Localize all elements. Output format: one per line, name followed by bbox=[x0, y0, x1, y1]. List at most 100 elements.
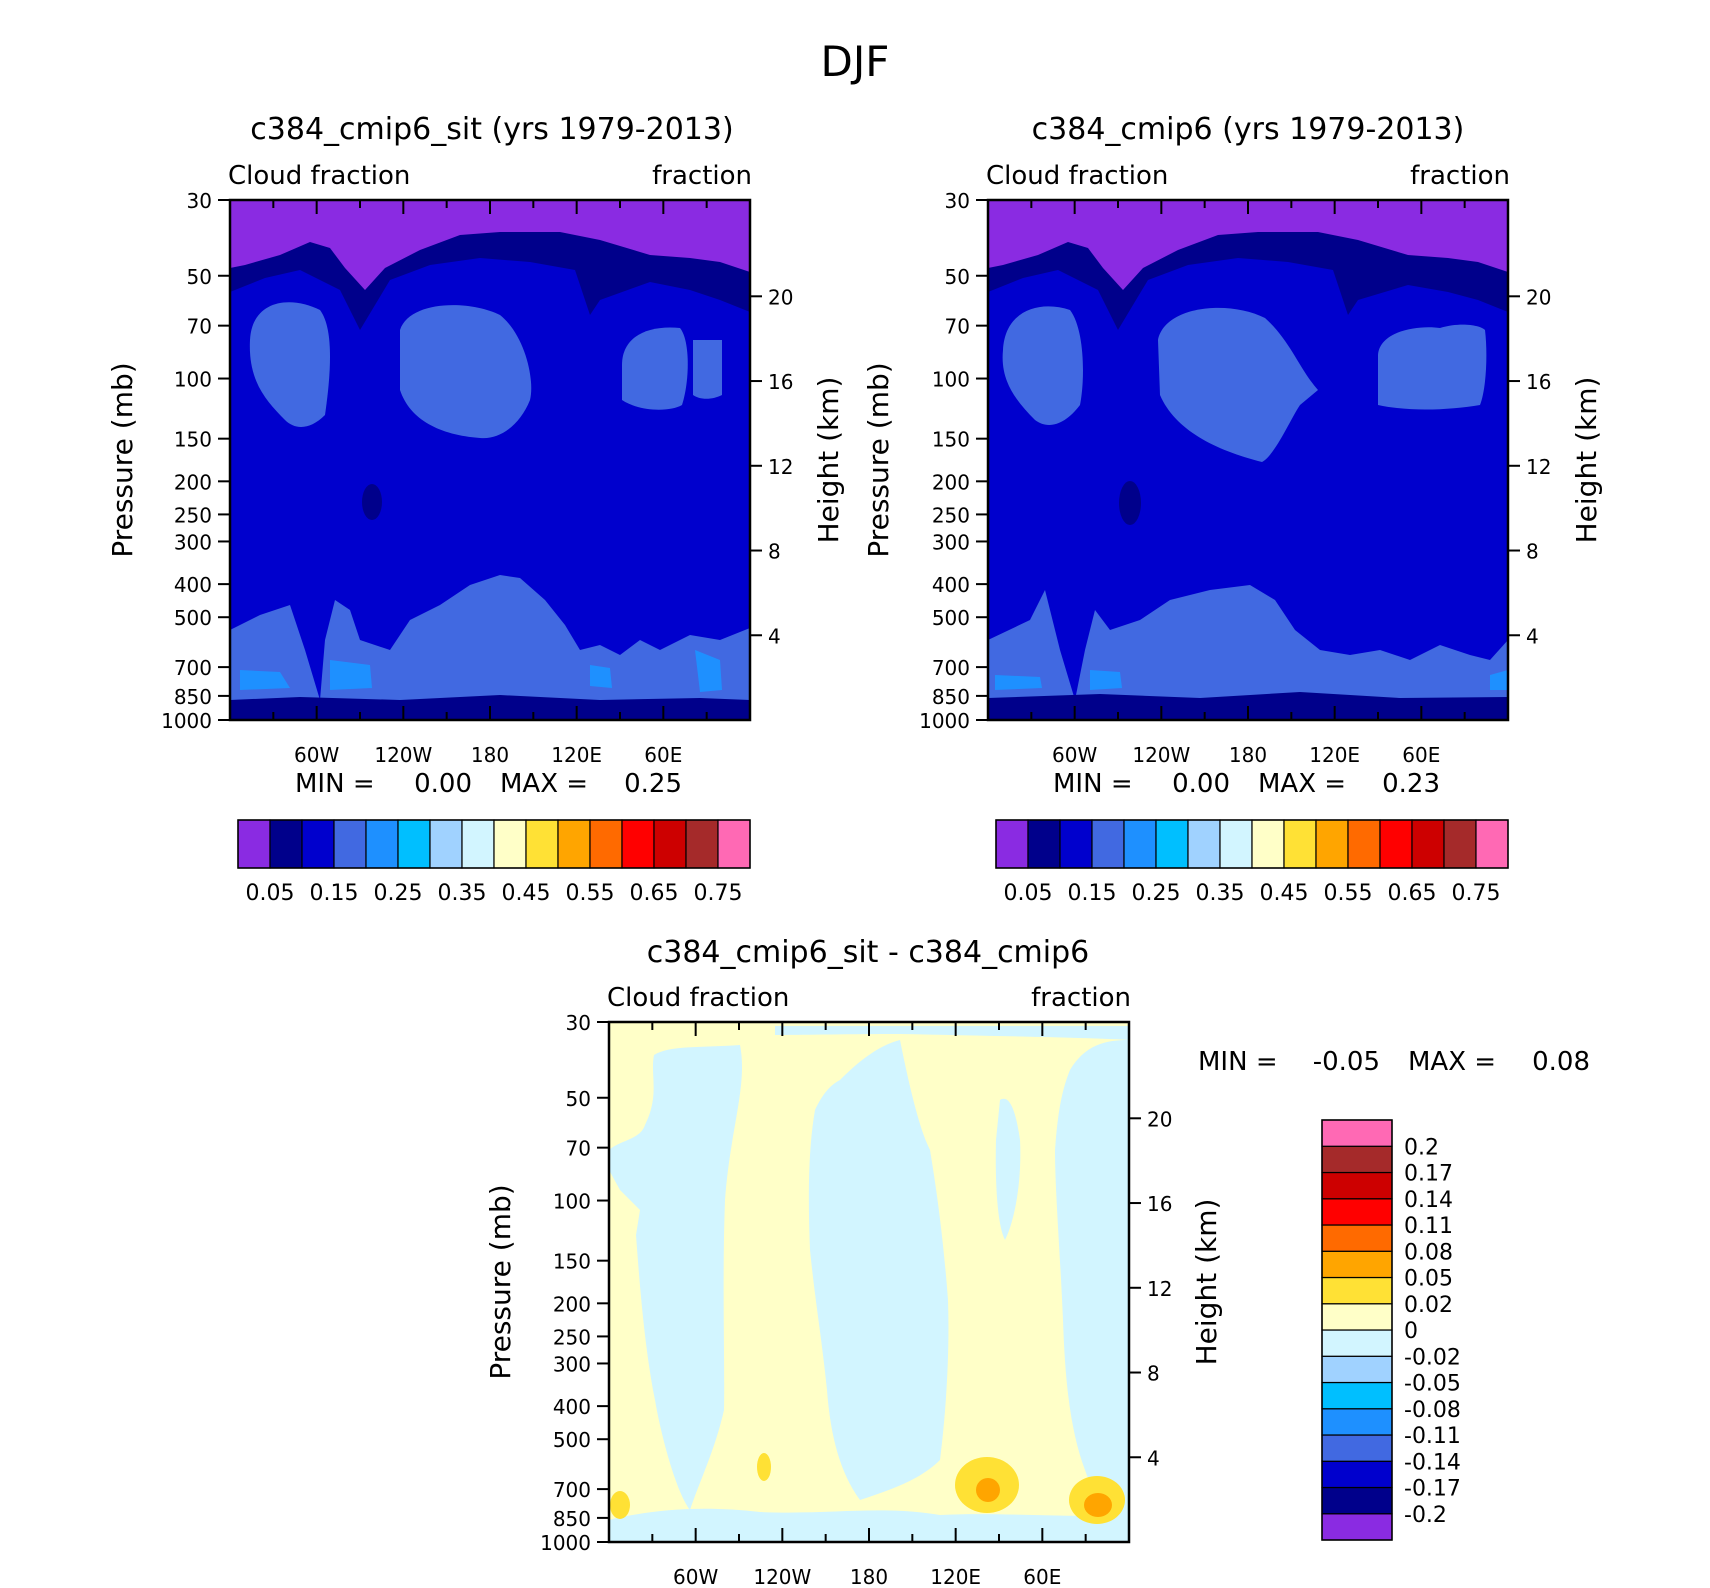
height-tick-label: 8 bbox=[768, 540, 781, 564]
height-tick-label: 12 bbox=[1526, 455, 1551, 479]
pressure-axis-label: Pressure (mb) bbox=[106, 362, 139, 557]
figure-title: DJF bbox=[821, 37, 890, 86]
pressure-tick-label: 300 bbox=[932, 530, 970, 554]
colorbar-swatch bbox=[301, 819, 335, 869]
contour-positive bbox=[1084, 1493, 1112, 1517]
contour-upper-cloud bbox=[1002, 306, 1083, 425]
colorbar-swatch bbox=[461, 819, 495, 869]
contour-low-cloud bbox=[1490, 670, 1508, 690]
colorbar-swatch bbox=[1187, 819, 1221, 869]
colorbar-label: 0.25 bbox=[374, 881, 423, 906]
contour-negative bbox=[775, 1026, 1129, 1040]
longitude-tick-label: 60E bbox=[1023, 1565, 1061, 1588]
contour-field bbox=[230, 200, 750, 720]
colorbar-swatch bbox=[1321, 1145, 1393, 1174]
panel-title: c384_cmip6_sit - c384_cmip6 bbox=[647, 935, 1090, 970]
colorbar-swatch bbox=[397, 819, 431, 869]
colorbar-swatch bbox=[1321, 1486, 1393, 1515]
colorbar-label: 0.05 bbox=[1004, 881, 1053, 906]
pressure-tick-label: 200 bbox=[553, 1292, 591, 1316]
height-axis-label: Height (km) bbox=[1190, 1199, 1223, 1366]
pressure-axis-label: Pressure (mb) bbox=[862, 362, 895, 557]
height-axis: 20 16 12 8 4 bbox=[1508, 285, 1551, 648]
colorbar-swatch bbox=[269, 819, 303, 869]
pressure-tick-label: 850 bbox=[174, 685, 212, 709]
colorbar-swatch bbox=[1123, 819, 1157, 869]
height-axis-label: Height (km) bbox=[812, 377, 845, 544]
colorbar-swatch bbox=[1379, 819, 1413, 869]
colorbar-swatch bbox=[1321, 1303, 1393, 1331]
pressure-tick-label: 250 bbox=[553, 1325, 591, 1349]
colorbar-swatch bbox=[621, 819, 655, 869]
longitude-tick-label: 120W bbox=[374, 743, 432, 767]
max-label: MAX = bbox=[1408, 1047, 1496, 1077]
height-tick-label: 16 bbox=[1526, 370, 1551, 394]
colorbar-frame bbox=[237, 819, 751, 869]
contour-low-cloud bbox=[330, 660, 372, 690]
colorbar-frame bbox=[995, 819, 1509, 869]
colorbar-label: -0.05 bbox=[1404, 1372, 1461, 1397]
pressure-tick-label: 500 bbox=[553, 1428, 591, 1452]
colorbar-label: 0.75 bbox=[1452, 881, 1501, 906]
colorbar-swatch bbox=[1251, 819, 1285, 869]
pressure-tick-label: 150 bbox=[553, 1250, 591, 1274]
colorbar-swatch bbox=[237, 819, 271, 869]
contour-field bbox=[609, 1022, 1129, 1542]
longitude-tick-label: 180 bbox=[850, 1565, 888, 1588]
contour-field bbox=[988, 200, 1508, 720]
colorbar-swatch bbox=[1321, 1119, 1393, 1147]
longitude-tick-label: 120W bbox=[753, 1565, 811, 1588]
height-tick-label: 4 bbox=[1147, 1446, 1160, 1470]
longitude-tick-label: 60W bbox=[294, 743, 339, 767]
contour-low-cloud bbox=[240, 670, 290, 690]
contour-negative bbox=[609, 1045, 743, 1510]
colorbar-label: 0 bbox=[1404, 1319, 1418, 1344]
colorbar-label: 0.75 bbox=[694, 881, 743, 906]
colorbar-label: 0.17 bbox=[1404, 1162, 1453, 1187]
colorbar-swatch bbox=[685, 819, 719, 869]
pressure-tick-label: 1000 bbox=[540, 1531, 591, 1555]
panel-left-label: Cloud fraction bbox=[986, 161, 1168, 191]
longitude-tick-label: 60E bbox=[644, 743, 682, 767]
colorbar-swatch bbox=[333, 819, 367, 869]
pressure-tick-label: 30 bbox=[187, 189, 212, 213]
contour-upper-cloud bbox=[622, 327, 688, 410]
colorbar-swatch bbox=[1219, 819, 1253, 869]
pressure-tick-label: 100 bbox=[174, 368, 212, 392]
height-tick-label: 16 bbox=[768, 370, 793, 394]
colorbar-swatch bbox=[525, 819, 559, 869]
colorbar-label: 0.11 bbox=[1404, 1214, 1453, 1239]
contour-negative bbox=[808, 1040, 949, 1500]
colorbar-swatch bbox=[995, 819, 1029, 869]
colorbar-swatch bbox=[1475, 819, 1509, 869]
longitude-tick-label: 60W bbox=[1052, 743, 1097, 767]
pressure-tick-label: 1000 bbox=[919, 709, 970, 733]
contour-low-cloud bbox=[1090, 670, 1122, 690]
pressure-tick-label: 200 bbox=[174, 470, 212, 494]
colorbar-swatch bbox=[1321, 1329, 1393, 1357]
contour-upper-cloud bbox=[693, 340, 722, 399]
colorbar-label: 0.65 bbox=[630, 881, 679, 906]
colorbar-swatch bbox=[1321, 1276, 1393, 1305]
pressure-tick-label: 250 bbox=[174, 503, 212, 527]
longitude-axis: 60W 120W 180 120E 60E bbox=[651, 1022, 1087, 1588]
panel-c384-cmip6-sit: c384_cmip6_sit (yrs 1979-2013) Cloud fra… bbox=[106, 112, 845, 906]
colorbar-label: 0.08 bbox=[1404, 1240, 1453, 1265]
colorbar-label: 0.2 bbox=[1404, 1135, 1439, 1160]
longitude-axis: 60W 120W 180 120E 60E bbox=[1030, 200, 1466, 767]
longitude-tick-label: 180 bbox=[1229, 743, 1267, 767]
max-value: 0.23 bbox=[1382, 769, 1440, 799]
colorbar-swatch bbox=[1321, 1224, 1393, 1252]
colorbar-label: 0.05 bbox=[246, 881, 295, 906]
panel-difference: c384_cmip6_sit - c384_cmip6 Cloud fracti… bbox=[484, 935, 1590, 1588]
contour-positive bbox=[610, 1491, 630, 1519]
pressure-tick-label: 30 bbox=[945, 189, 970, 213]
pressure-tick-label: 100 bbox=[932, 368, 970, 392]
panel-left-label: Cloud fraction bbox=[607, 983, 789, 1013]
colorbar-swatch bbox=[1321, 1434, 1393, 1462]
colorbar-label: 0.02 bbox=[1404, 1293, 1453, 1318]
contour-upper-cloud bbox=[1378, 324, 1487, 410]
height-tick-label: 4 bbox=[1526, 624, 1539, 648]
longitude-axis: 60W 120W 180 120E 60E bbox=[272, 200, 708, 767]
